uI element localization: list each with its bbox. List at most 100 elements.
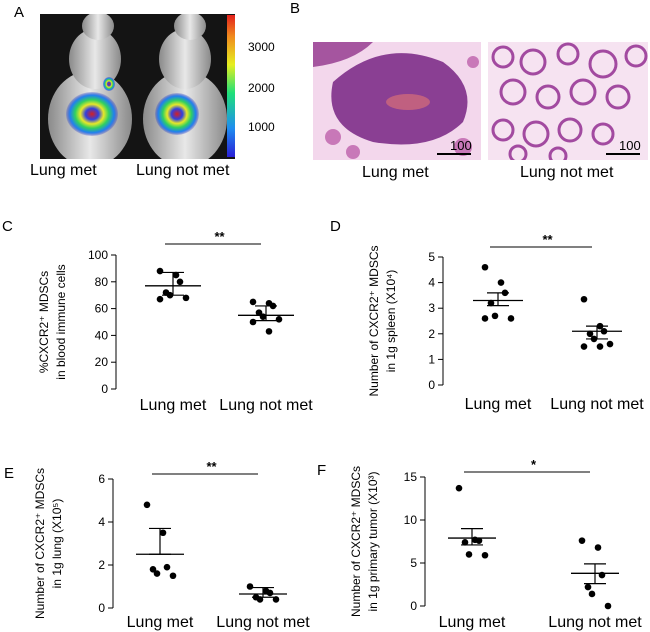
chart-d-y-label-line1: Number of CXCR2⁺ MDSCs <box>367 245 381 396</box>
chart-d-data-point <box>497 279 505 286</box>
chart-e-y-tick-label: 4 <box>98 515 105 529</box>
chart-c-y-label-line2: in blood immune cells <box>54 264 68 379</box>
chart-f-data-point <box>598 571 606 579</box>
chart-e-data-point <box>149 566 157 573</box>
chart-c-data-point <box>156 267 164 275</box>
chart-e-data-point <box>143 501 151 509</box>
chart-e-y-tick-label: 2 <box>98 558 105 572</box>
chart-c-category-label: Lung met <box>140 397 207 414</box>
chart-d-data-point <box>596 343 604 350</box>
chart-e-data-point <box>163 563 171 571</box>
chart-d-data-point <box>606 340 614 348</box>
colorbar-tick-1000: 1000 <box>248 120 275 134</box>
chart-c-data-point <box>249 318 257 326</box>
chart-d-y-tick-label: 0 <box>428 378 435 392</box>
chart-c-y-tick-label: 100 <box>88 248 108 262</box>
chart-c-data-point <box>265 299 273 307</box>
chart-f-y-tick-label: 15 <box>404 470 418 484</box>
scale-bar-right: 100 <box>619 138 641 153</box>
chart-f-category-label: Lung met <box>439 614 506 631</box>
scale-bar-left: 100 <box>450 138 472 153</box>
chart-d-data-point <box>501 289 509 297</box>
chart-c-data-point <box>182 294 190 302</box>
chart-c-significance-marker: ** <box>214 229 225 244</box>
chart-f-y-label-line2: in 1g primary tumor (X10³) <box>366 471 380 611</box>
chart-f-data-point <box>578 537 586 544</box>
chart-d-y-tick-label: 1 <box>428 352 435 366</box>
chart-d-data-point <box>481 263 489 271</box>
chart-f-data-point <box>471 536 479 544</box>
chart-c-data-point <box>156 295 164 303</box>
chart-f-category-label: Lung not met <box>548 614 642 631</box>
colorbar-tick-2000: 2000 <box>248 81 275 95</box>
chart-c-data-point <box>269 302 277 310</box>
chart-d-data-point <box>481 315 489 322</box>
chart-f-data-point <box>481 551 489 559</box>
chart-e-y-label-line1: Number of CXCR2⁺ MDSCs <box>33 468 47 619</box>
chart-d-data-point <box>507 315 515 322</box>
chart-d-y-tick-label: 3 <box>428 301 435 315</box>
chart-c-y-label-line1: %CXCR2⁺ MDSCs <box>37 271 51 373</box>
chart-e-data-point <box>153 570 161 577</box>
chart-e-category-label: Lung met <box>127 614 194 631</box>
chart-f-data-point <box>465 551 473 558</box>
chart-d-data-point <box>596 322 604 330</box>
chart-c-y-tick-label: 20 <box>95 355 109 369</box>
chart-c-data-point <box>162 289 170 296</box>
chart-c-data-point <box>275 316 283 323</box>
chart-d-y-label-line2: in 1g spleen (X10⁴) <box>384 270 398 373</box>
chart-d-category-label: Lung met <box>465 396 532 413</box>
chart-d-data-point <box>491 312 499 320</box>
chart-c-data-point <box>172 271 180 279</box>
chart-d-category-label: Lung not met <box>550 396 644 413</box>
chart-e-data-point <box>262 587 270 595</box>
label-a-lung-not-met: Lung not met <box>136 162 230 179</box>
chart-e-data-point <box>256 596 264 603</box>
chart-c-data-point <box>255 309 263 316</box>
chart-e-significance-marker: ** <box>206 459 217 474</box>
panel-letter-c: C <box>2 218 13 235</box>
chart-e-y-tick-label: 6 <box>98 472 105 486</box>
chart-d-data-point <box>590 335 598 343</box>
chart-c-y-tick-label: 0 <box>101 382 108 396</box>
chart-e-y-label-line2: in 1g lung (X10⁵) <box>50 499 64 589</box>
chart-c-data-point <box>259 313 267 320</box>
chart-c-data-point <box>265 328 273 335</box>
colorbar <box>227 15 235 157</box>
chart-e-data-point <box>266 589 274 597</box>
chart-f-data-point <box>584 583 592 591</box>
chart-c-data-point <box>249 298 257 306</box>
chart-f-data-point <box>461 539 469 546</box>
label-a-lung-met: Lung met <box>30 162 97 179</box>
panel-letter-d: D <box>330 218 341 235</box>
tumor-signal-not-met <box>155 93 199 135</box>
histology-image-not-met: 100 <box>488 42 648 160</box>
histology-image-met: 100 <box>313 42 481 160</box>
label-b-lung-not-met: Lung not met <box>520 164 614 181</box>
chart-d-y-tick-label: 5 <box>428 250 435 264</box>
chart-f-data-point <box>594 544 602 551</box>
bioluminescence-image <box>40 14 260 159</box>
chart-d-y-tick-label: 2 <box>428 327 435 341</box>
chart-e-category-label: Lung not met <box>216 614 310 631</box>
panel-letter-a: A <box>14 4 25 21</box>
chart-f-data-point <box>588 590 596 598</box>
chart-d-data-point <box>586 330 594 338</box>
tumor-signal-met <box>66 92 118 136</box>
chart-d-data-point <box>487 299 495 307</box>
chart-e-data-point <box>246 583 254 590</box>
chart-e-data-point <box>272 596 280 603</box>
chart-f-y-tick-label: 5 <box>410 556 417 570</box>
panel-letter-b: B <box>290 0 301 17</box>
chart-e-data-point <box>159 529 167 537</box>
chart-d-significance-marker: ** <box>542 232 553 247</box>
chart-e-data-point <box>169 572 177 580</box>
lung-signal-met <box>103 77 115 91</box>
colorbar-tick-3000: 3000 <box>248 40 275 54</box>
chart-e-data-point <box>252 593 260 601</box>
chart-f-y-tick-label: 0 <box>410 599 417 613</box>
label-b-lung-met: Lung met <box>362 164 429 181</box>
chart-c-category-label: Lung not met <box>219 397 313 414</box>
chart-f-significance-marker: * <box>531 457 537 472</box>
chart-d-y-tick-label: 4 <box>428 276 435 290</box>
